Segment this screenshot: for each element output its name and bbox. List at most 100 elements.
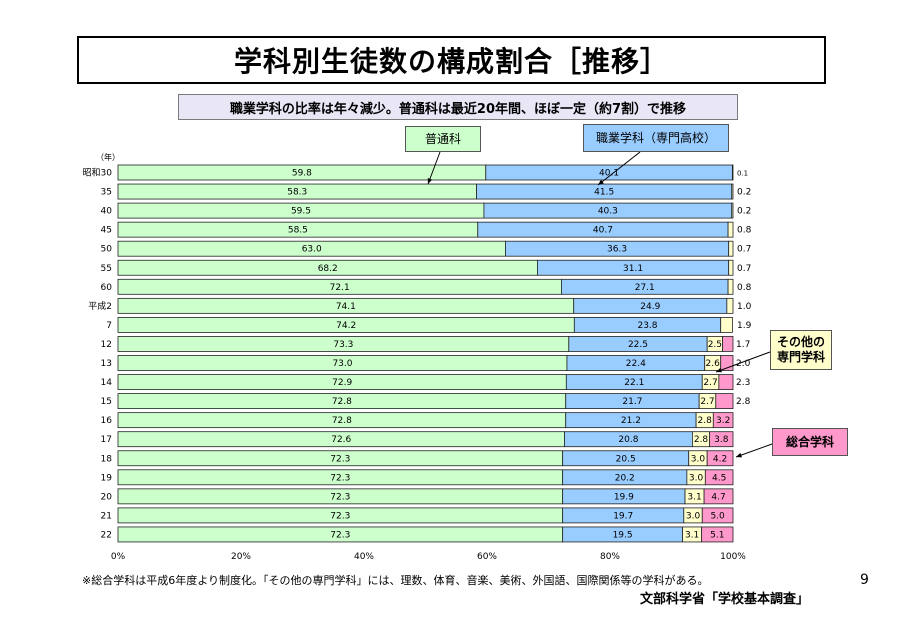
data-label: 72.8 (332, 397, 352, 407)
x-tick-label: 100% (720, 552, 746, 562)
callout-other: その他の 専門学科 (770, 330, 832, 370)
data-label: 0.7 (737, 264, 751, 274)
data-label: 3.2 (716, 416, 730, 426)
data-label: 58.3 (287, 188, 307, 198)
bar-segment (731, 202, 734, 219)
data-label: 2.3 (736, 378, 750, 388)
category-label: 40 (101, 207, 113, 217)
arrow-other-head (716, 367, 722, 373)
data-label: 21.2 (621, 416, 641, 426)
data-label: 3.0 (691, 454, 706, 464)
category-label: 昭和30 (83, 168, 113, 179)
data-label: 2.8 (736, 397, 751, 407)
bar-segment (712, 412, 734, 429)
arrow-other (715, 351, 771, 373)
arrow-vocational-head (598, 179, 604, 185)
footnote: ※総合学科は平成6年度より制度化。「その他の専門学科」には、理数、体育、音楽、美… (82, 574, 709, 587)
category-label: 16 (101, 416, 113, 426)
data-label: 4.2 (713, 454, 727, 464)
category-label: 22 (101, 530, 112, 540)
data-label: 59.8 (292, 169, 312, 179)
data-label: 0.7 (737, 245, 751, 255)
data-label: 24.9 (640, 302, 660, 312)
data-label: 3.8 (714, 435, 729, 445)
data-label: 19.7 (613, 511, 633, 521)
bar-segment (701, 507, 734, 524)
year-unit-label: （年） (96, 152, 120, 162)
data-label: 1.0 (737, 302, 752, 312)
data-label: 4.7 (711, 492, 725, 502)
data-label: 20.5 (616, 454, 636, 464)
data-label: 2.5 (708, 340, 722, 350)
data-label: 5.1 (710, 530, 724, 540)
category-label: 18 (101, 454, 113, 464)
callout-sogo: 総合学科 (772, 428, 848, 456)
data-label: 36.3 (607, 245, 627, 255)
callout-other-label: その他の 専門学科 (776, 335, 825, 364)
bar-segment (701, 526, 734, 543)
data-label: 40.7 (593, 226, 613, 236)
data-label: 2.7 (700, 397, 714, 407)
bar-segment (704, 469, 734, 486)
arrow-vocational (597, 151, 641, 186)
data-label: 0.8 (737, 283, 752, 293)
callout-general: 普通科 (405, 126, 481, 152)
x-tick-label: 20% (231, 552, 251, 562)
bar-segment (718, 374, 734, 390)
data-label: 0.8 (737, 226, 752, 236)
category-label: 50 (101, 245, 113, 255)
data-label: 20.8 (618, 435, 638, 445)
data-label: 0.2 (737, 207, 751, 217)
data-label: 22.1 (624, 378, 644, 388)
category-label: 12 (101, 340, 112, 350)
bar-segment (731, 164, 734, 181)
category-label: 55 (101, 264, 112, 274)
arrow-sogo (735, 443, 773, 458)
data-label: 41.5 (594, 188, 614, 198)
bar-segment (720, 316, 733, 333)
data-label: 63.0 (302, 245, 322, 255)
data-label: 68.2 (318, 264, 338, 274)
callout-vocational: 職業学科（専門高校） (583, 124, 729, 152)
data-label: 2.8 (694, 435, 709, 445)
data-label: 72.6 (331, 435, 351, 445)
data-label: 74.2 (336, 321, 356, 331)
bar-segment (715, 393, 734, 410)
category-label: 13 (101, 359, 112, 369)
data-label: 40.3 (598, 207, 618, 217)
arrow-general-head (427, 178, 433, 184)
page-title: 学科別生徒数の構成割合［推移］ (77, 36, 826, 84)
data-label: 3.0 (689, 473, 704, 483)
source-citation: 文部科学省「学校基本調査」 (640, 592, 810, 607)
data-label: 72.8 (332, 416, 352, 426)
data-label: 27.1 (635, 283, 655, 293)
bar-segment (728, 240, 734, 257)
x-tick-label: 80% (600, 552, 620, 562)
data-label: 72.1 (330, 283, 350, 293)
data-label: 58.5 (288, 226, 308, 236)
bar-segment (709, 431, 734, 448)
data-label: 19.5 (613, 530, 633, 540)
data-label: 4.5 (712, 473, 726, 483)
category-label: 20 (101, 492, 113, 502)
data-label: 22.5 (628, 340, 648, 350)
data-label: 20.2 (615, 473, 635, 483)
category-label: 7 (106, 321, 112, 331)
data-label: 72.3 (330, 473, 350, 483)
x-tick-label: 60% (477, 552, 497, 562)
data-label: 72.3 (330, 530, 350, 540)
data-label: 3.1 (687, 492, 701, 502)
category-label: 60 (101, 283, 113, 293)
data-label: 23.8 (637, 321, 657, 331)
data-label: 73.3 (333, 340, 353, 350)
x-tick-label: 0% (111, 552, 126, 562)
data-label: 19.9 (614, 492, 634, 502)
data-label: 0.2 (737, 188, 751, 198)
arrow-general (427, 151, 441, 185)
category-label: 15 (101, 397, 112, 407)
category-label: 21 (101, 511, 112, 521)
data-label: 22.4 (626, 359, 646, 369)
data-label: 3.0 (686, 511, 701, 521)
data-label: 21.7 (622, 397, 642, 407)
